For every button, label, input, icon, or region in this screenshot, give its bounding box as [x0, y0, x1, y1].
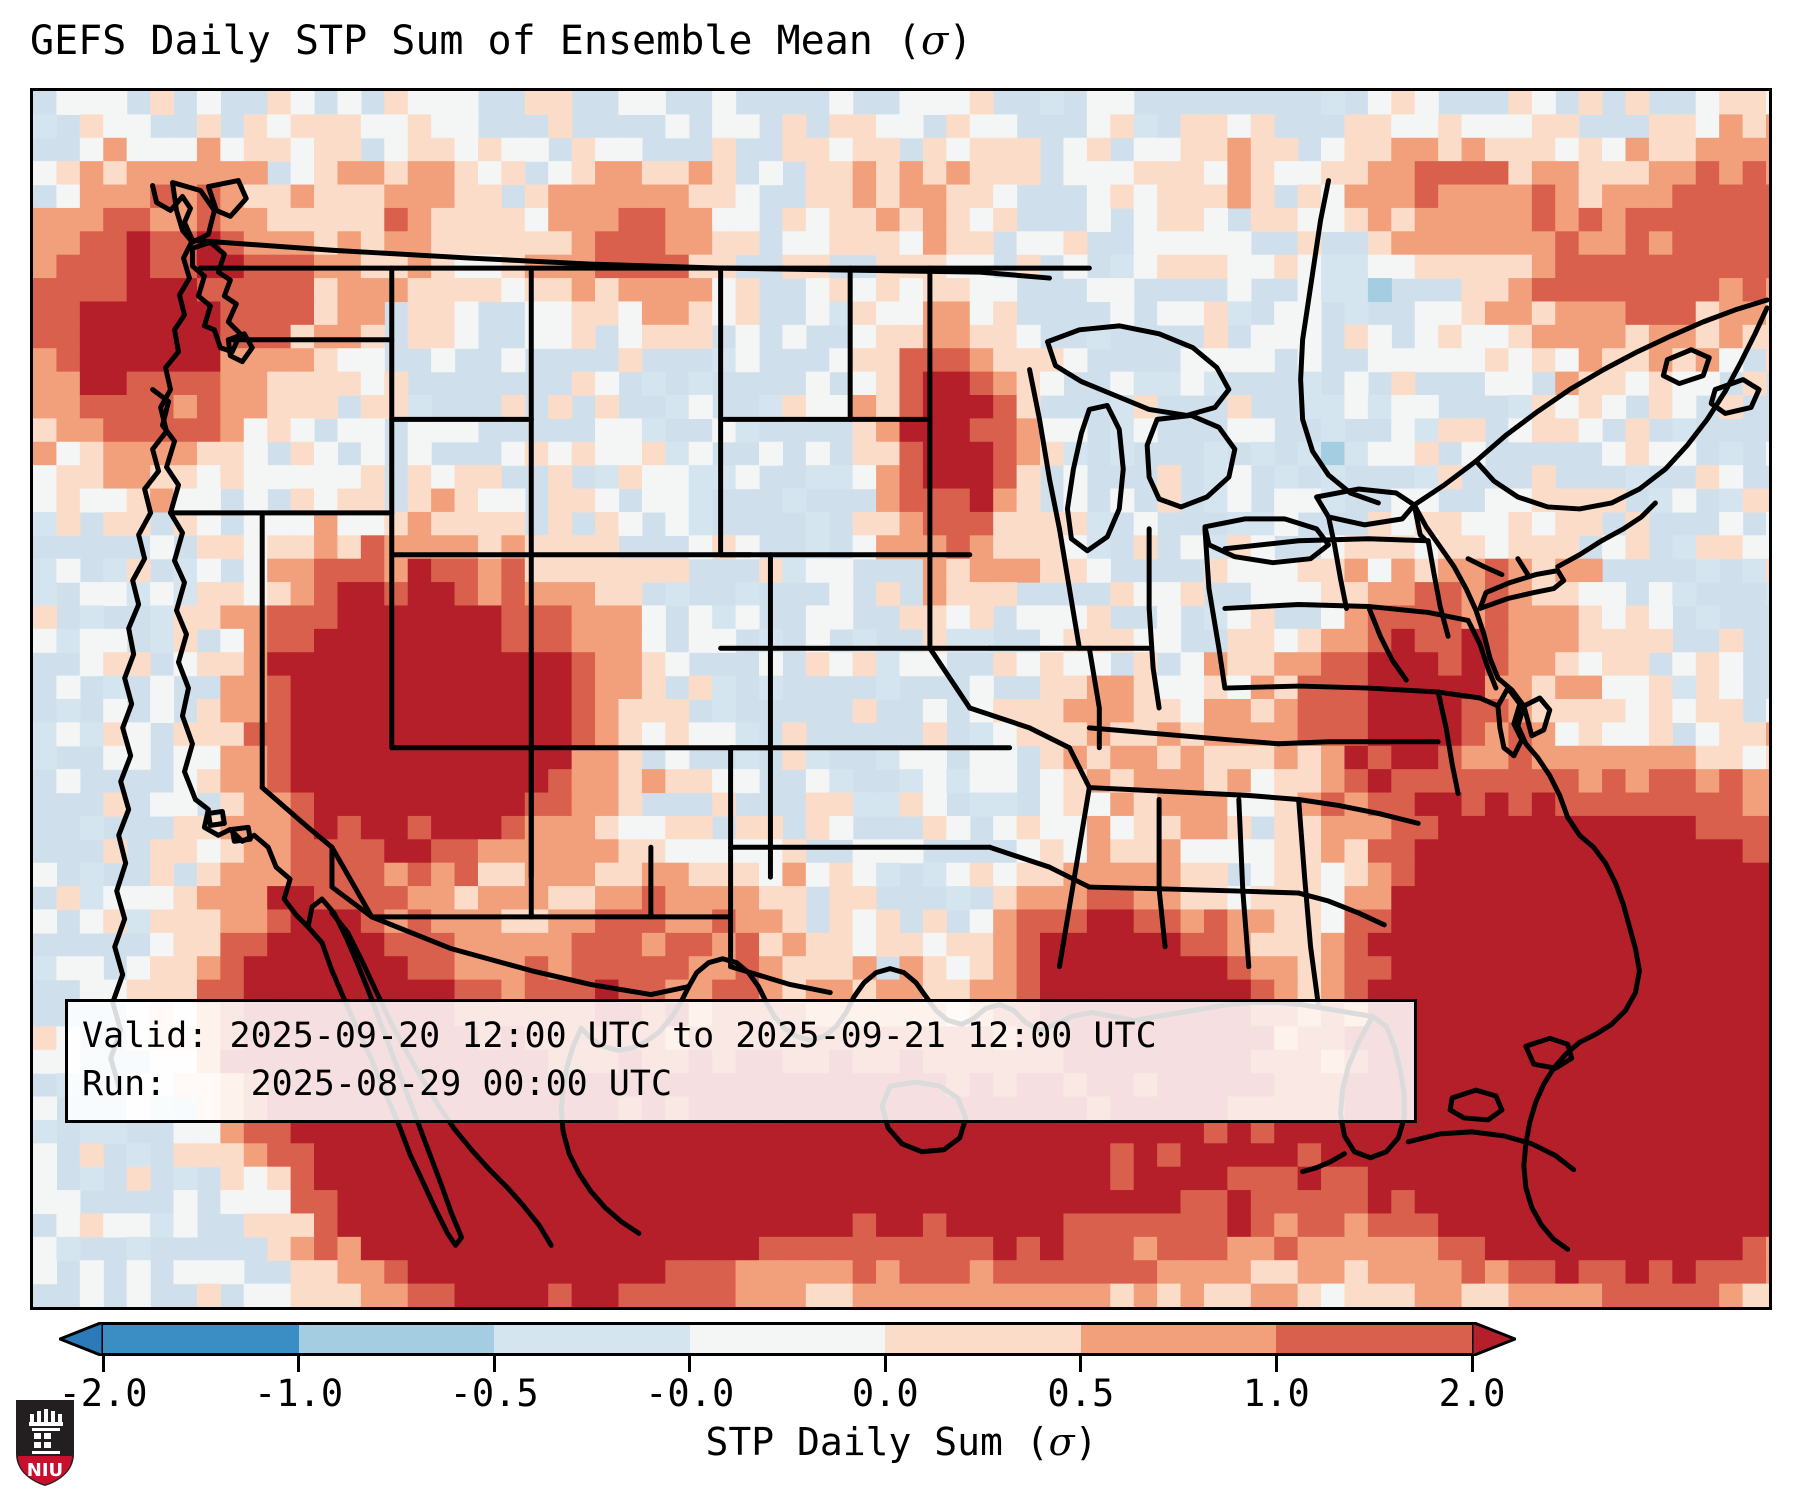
colorbar[interactable]: -2.0 -1.0 -0.5 -0.0 0.0 0.5 1.0 2.0 — [0, 1318, 1803, 1415]
colorbar-tick-label-7: 2.0 — [1438, 1372, 1506, 1415]
colorbar-tick-labels: -2.0 -1.0 -0.5 -0.0 0.0 0.5 1.0 2.0 — [0, 1372, 1803, 1418]
colorbar-label-prefix: STP Daily Sum ( — [705, 1420, 1049, 1464]
logo-text: NIU — [27, 1460, 63, 1481]
colorbar-tick-label-3: -0.0 — [645, 1372, 735, 1415]
colorbar-tick-label-4: 0.0 — [851, 1372, 919, 1415]
sigma-symbol: σ — [921, 18, 949, 64]
colorbar-segment-5 — [1080, 1325, 1277, 1353]
colorbar-segment-1 — [298, 1325, 495, 1353]
page-title: GEFS Daily STP Sum of Ensemble Mean (σ) — [30, 16, 972, 66]
colorbar-tick-label-5: 0.5 — [1047, 1372, 1115, 1415]
colorbar-segment-0 — [103, 1325, 299, 1353]
colorbar-tick-6 — [1274, 1356, 1278, 1372]
valid-time-line: Valid: 2025-09-20 12:00 UTC to 2025-09-2… — [82, 1016, 1157, 1056]
run-time-line: Run: 2025-08-29 00:00 UTC — [82, 1064, 673, 1104]
valid-run-info-box: Valid: 2025-09-20 12:00 UTC to 2025-09-2… — [65, 999, 1417, 1123]
colorbar-sigma-symbol: σ — [1048, 1420, 1075, 1464]
colorbar-tick-label-2: -0.5 — [449, 1372, 539, 1415]
colorbar-tick-1 — [297, 1356, 301, 1372]
colorbar-segment-3 — [689, 1325, 886, 1353]
page-title-prefix: GEFS Daily STP Sum of Ensemble Mean ( — [30, 18, 922, 64]
colorbar-tick-0 — [101, 1356, 105, 1372]
colorbar-tick-7 — [1470, 1356, 1474, 1372]
logo-castle-icon — [29, 1409, 63, 1454]
map-plot-area[interactable]: Valid: 2025-09-20 12:00 UTC to 2025-09-2… — [30, 88, 1772, 1310]
colorbar-tick-label-6: 1.0 — [1243, 1372, 1310, 1415]
colorbar-segment-4 — [885, 1325, 1081, 1353]
map-canvas — [33, 91, 1769, 1307]
colorbar-ticks — [0, 1356, 1803, 1372]
colorbar-axis-label: STP Daily Sum (σ) — [0, 1418, 1803, 1466]
colorbar-tick-3 — [688, 1356, 692, 1372]
colorbar-segments[interactable] — [103, 1322, 1473, 1356]
logo-shield-banner — [18, 1456, 72, 1485]
colorbar-under-arrow — [59, 1322, 103, 1356]
colorbar-tick-2 — [492, 1356, 496, 1372]
colorbar-label-suffix: ) — [1074, 1420, 1098, 1464]
colorbar-tick-5 — [1079, 1356, 1083, 1372]
colorbar-segment-6 — [1276, 1325, 1473, 1353]
colorbar-segment-2 — [494, 1325, 690, 1353]
colorbar-over-arrow — [1472, 1322, 1516, 1356]
page-title-suffix: ) — [948, 18, 973, 64]
colorbar-tick-label-1: -1.0 — [254, 1372, 344, 1415]
colorbar-tick-4 — [883, 1356, 887, 1372]
niu-logo: NIU — [14, 1398, 76, 1488]
